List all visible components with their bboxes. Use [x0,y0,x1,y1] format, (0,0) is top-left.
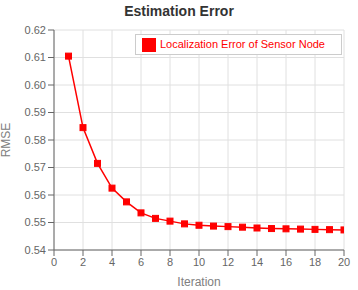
svg-text:0.57: 0.57 [25,161,46,173]
svg-text:0.59: 0.59 [25,106,46,118]
svg-text:RMSE: RMSE [8,123,13,158]
svg-text:4: 4 [109,256,115,268]
svg-text:Iteration: Iteration [177,275,220,289]
svg-text:0.54: 0.54 [25,244,46,256]
svg-text:14: 14 [251,256,263,268]
svg-text:0.62: 0.62 [25,24,46,36]
html-text:Estimation Error: Estimation Error [124,3,234,19]
svg-text:8: 8 [167,256,173,268]
html-text:Localization Error of Sensor N: Localization Error of Sensor Node [159,38,325,50]
svg-text:0.61: 0.61 [25,51,46,63]
svg-text:0: 0 [51,256,57,268]
svg-text:12: 12 [222,256,234,268]
svg-text:2: 2 [80,256,86,268]
svg-text:6: 6 [138,256,144,268]
svg-text:20: 20 [338,256,350,268]
svg-text:0.55: 0.55 [25,216,46,228]
svg-text:0.56: 0.56 [25,189,46,201]
svg-text:0.60: 0.60 [25,79,46,91]
svg-text:18: 18 [309,256,321,268]
svg-text:0.58: 0.58 [25,134,46,146]
svg-text:10: 10 [193,256,205,268]
svg-text:16: 16 [280,256,292,268]
